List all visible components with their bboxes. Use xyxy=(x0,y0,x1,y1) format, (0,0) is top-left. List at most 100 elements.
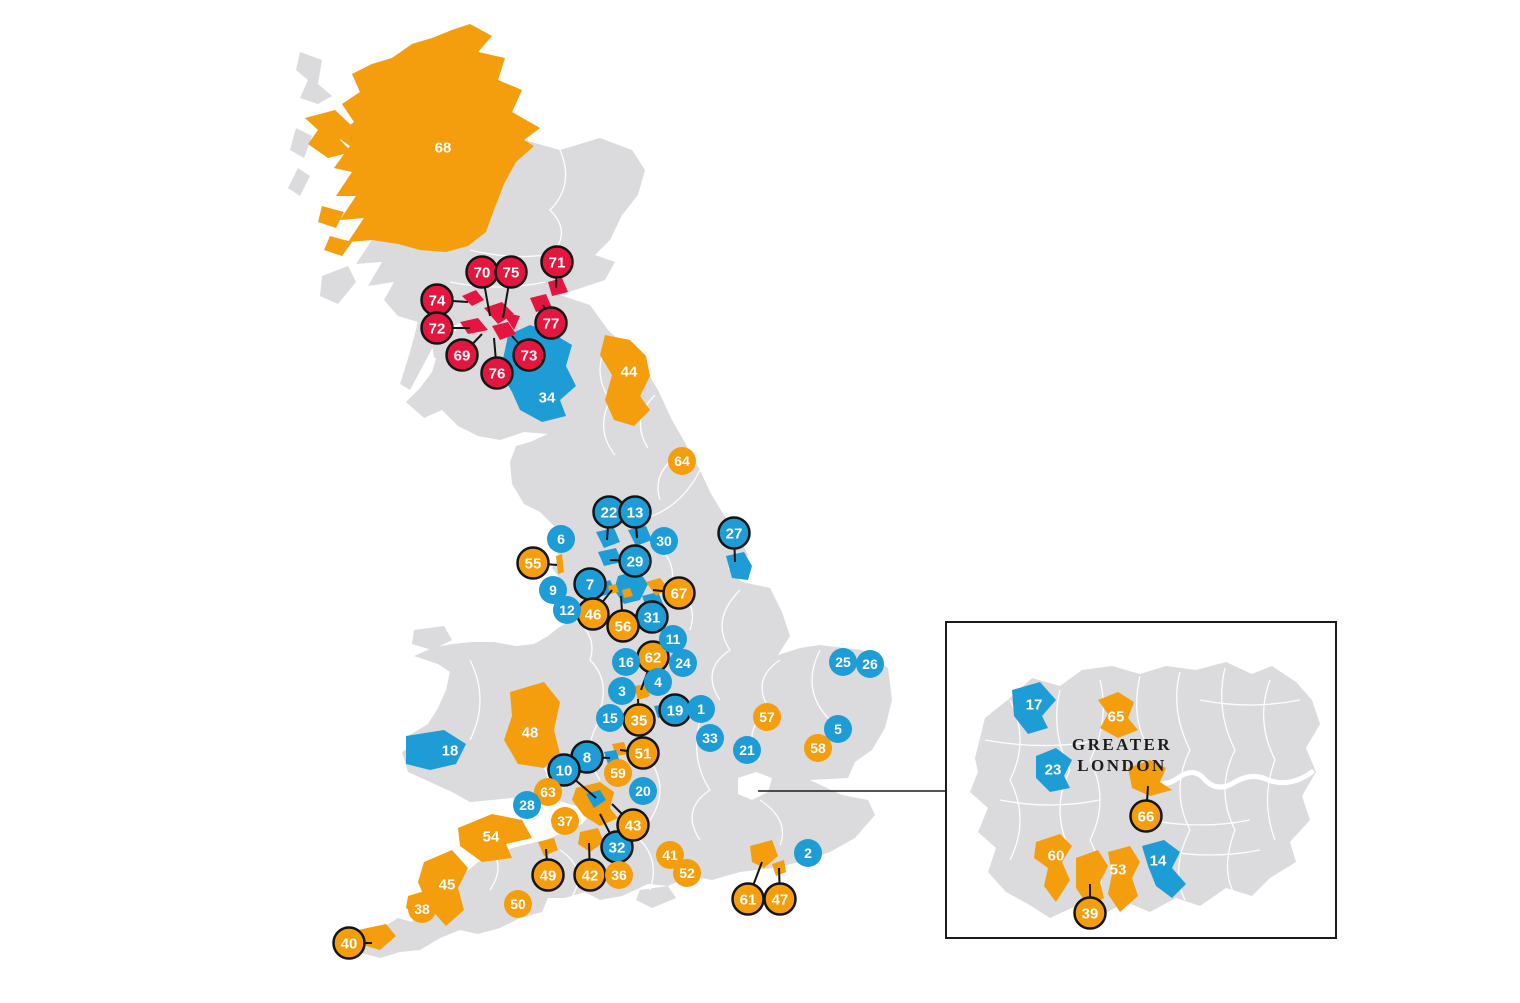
svg-text:70: 70 xyxy=(474,264,491,281)
marker-70: 70 xyxy=(465,255,499,317)
marker-60: 60 xyxy=(1048,847,1065,864)
gb-outline xyxy=(334,24,892,958)
svg-text:36: 36 xyxy=(611,867,627,883)
marker-55: 55 xyxy=(516,546,558,580)
marker-22: 22 xyxy=(592,495,626,541)
marker-63: 63 xyxy=(534,778,562,806)
marker-24: 24 xyxy=(669,649,697,677)
borough-14 xyxy=(1142,840,1186,898)
svg-text:12: 12 xyxy=(559,602,575,618)
marker-34: 34 xyxy=(539,389,556,406)
marker-69: 69 xyxy=(445,333,483,372)
svg-text:76: 76 xyxy=(489,365,506,382)
svg-text:6: 6 xyxy=(557,531,565,547)
svg-text:27: 27 xyxy=(726,525,743,542)
marker-1: 1 xyxy=(687,695,715,723)
marker-20: 20 xyxy=(629,777,657,805)
svg-text:49: 49 xyxy=(540,867,557,884)
marker-41: 41 xyxy=(656,841,684,869)
region-red-72 xyxy=(460,318,488,334)
marker-42: 42 xyxy=(573,842,607,892)
region-orange-49 xyxy=(538,838,558,856)
svg-text:45: 45 xyxy=(439,876,456,893)
marker-50: 50 xyxy=(504,890,532,918)
coloured-regions xyxy=(305,24,786,950)
marker-16: 16 xyxy=(612,648,640,676)
marker-76: 76 xyxy=(480,337,514,390)
svg-text:48: 48 xyxy=(522,724,539,741)
svg-text:66: 66 xyxy=(1138,808,1155,825)
svg-text:30: 30 xyxy=(656,533,672,549)
svg-text:33: 33 xyxy=(702,730,718,746)
marker-39: 39 xyxy=(1073,884,1107,930)
marker-25: 25 xyxy=(829,648,857,676)
svg-text:63: 63 xyxy=(540,784,556,800)
svg-text:19: 19 xyxy=(667,702,684,719)
region-blue-29 xyxy=(598,548,622,566)
marker-67: 67 xyxy=(652,576,696,610)
region-68-mull xyxy=(318,206,344,228)
svg-text:13: 13 xyxy=(627,504,644,521)
region-red-74 xyxy=(462,290,484,306)
region-blue-13 xyxy=(628,526,652,546)
svg-text:62: 62 xyxy=(645,649,662,666)
marker-5: 5 xyxy=(824,715,852,743)
marker-23: 23 xyxy=(1045,761,1062,778)
svg-text:2: 2 xyxy=(804,845,812,861)
marker-13: 13 xyxy=(618,495,652,539)
svg-text:69: 69 xyxy=(454,347,471,364)
marker-12: 12 xyxy=(553,596,581,624)
svg-text:20: 20 xyxy=(635,783,651,799)
island-anglesey xyxy=(412,626,452,650)
svg-text:47: 47 xyxy=(772,891,789,908)
borough-66 xyxy=(1128,760,1172,796)
marker-59: 59 xyxy=(604,759,632,787)
marker-71: 71 xyxy=(540,245,574,289)
region-68-skye xyxy=(305,110,352,158)
svg-text:8: 8 xyxy=(583,749,591,766)
marker-37: 37 xyxy=(551,807,579,835)
island-barra xyxy=(288,168,310,196)
marker-28: 28 xyxy=(513,791,541,819)
region-44 xyxy=(600,335,650,426)
marker-56: 56 xyxy=(606,595,640,643)
marker-54: 54 xyxy=(483,828,500,845)
island-wight xyxy=(636,886,676,908)
marker-43: 43 xyxy=(611,803,650,842)
inset-title-line2: LONDON xyxy=(1077,756,1167,775)
region-blue-27 xyxy=(726,552,752,580)
marker-10: 10 xyxy=(547,753,597,799)
marker-51: 51 xyxy=(619,736,660,770)
region-68-isle2 xyxy=(324,236,352,256)
marker-33: 33 xyxy=(696,724,724,752)
svg-text:25: 25 xyxy=(835,654,851,670)
svg-text:42: 42 xyxy=(582,867,599,884)
svg-text:29: 29 xyxy=(627,553,644,570)
inset-markers: 17 65 23 60 53 14 66 39 xyxy=(1026,696,1167,930)
marker-72: 72 xyxy=(420,311,470,345)
svg-text:16: 16 xyxy=(618,654,634,670)
svg-text:14: 14 xyxy=(1150,852,1167,869)
marker-47: 47 xyxy=(763,867,797,916)
great-britain-landmass xyxy=(288,24,892,958)
island-islay xyxy=(320,266,356,304)
svg-text:40: 40 xyxy=(341,935,358,952)
marker-48: 48 xyxy=(522,724,539,741)
region-orange-61 xyxy=(750,840,778,868)
svg-text:61: 61 xyxy=(740,891,757,908)
marker-36: 36 xyxy=(605,861,633,889)
svg-text:28: 28 xyxy=(519,797,535,813)
marker-9: 9 xyxy=(539,576,567,604)
svg-text:23: 23 xyxy=(1045,761,1062,778)
marker-31: 31 xyxy=(635,600,669,634)
svg-text:4: 4 xyxy=(654,674,662,690)
svg-text:15: 15 xyxy=(602,710,618,726)
island-uist xyxy=(290,128,312,158)
svg-text:37: 37 xyxy=(557,813,573,829)
svg-text:10: 10 xyxy=(556,762,573,779)
region-orange-42 xyxy=(578,828,604,852)
marker-19: 19 xyxy=(658,693,692,727)
marker-53: 53 xyxy=(1110,861,1127,878)
svg-text:39: 39 xyxy=(1082,905,1099,922)
svg-text:35: 35 xyxy=(631,712,648,729)
